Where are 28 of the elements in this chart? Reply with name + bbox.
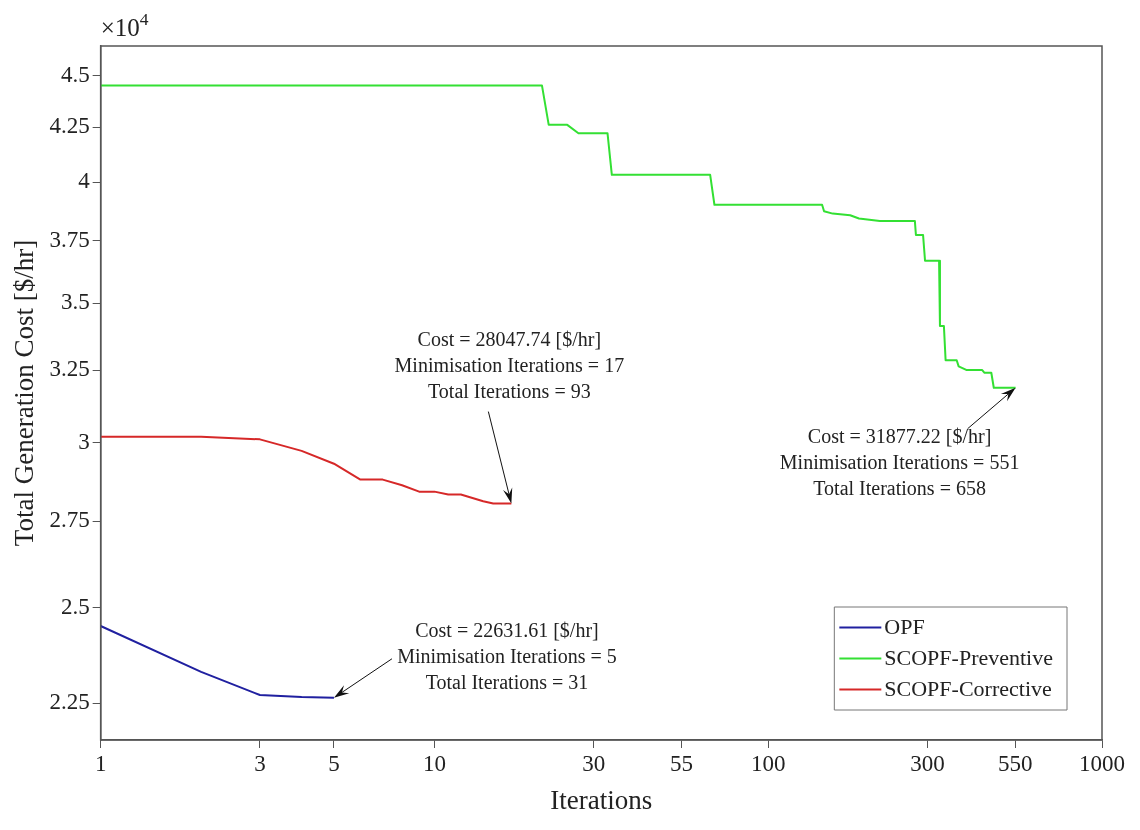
y-tick-label: 4.25: [49, 113, 90, 139]
y-tick-label: 4.5: [60, 61, 90, 87]
y-tick-label: 3.25: [49, 356, 90, 382]
y-tick-label: 2.25: [49, 689, 90, 715]
legend-label: OPF: [884, 614, 925, 640]
x-tick-label: 10: [422, 750, 446, 776]
annotation: Cost = 31877.22 [$/hr] Minimisation Iterations = 551 Total Iterations = 658: [779, 424, 1020, 499]
y-tick-label: 4: [78, 168, 91, 194]
x-axis-title: Iterations: [550, 784, 653, 815]
x-tick-label: 3: [254, 750, 266, 776]
x-tick-label: 55: [670, 750, 694, 776]
y-tick-label: 3: [78, 428, 90, 454]
x-tick-label: 1000: [1079, 750, 1125, 776]
x-tick-label: 5: [328, 750, 340, 776]
annotation: Cost = 28047.74 [$/hr] Minimisation Iterations = 17 Total Iterations = 93: [394, 327, 625, 402]
y-axis-title: Total Generation Cost [$/hr]: [9, 239, 40, 547]
y-tick-label: 3.75: [49, 226, 90, 252]
legend-label: SCOPF-Preventive: [884, 645, 1054, 671]
legend-label: SCOPF-Corrective: [884, 676, 1052, 702]
y-tick-label: 2.5: [60, 593, 90, 619]
x-tick-label: 300: [910, 750, 945, 776]
x-tick-label: 30: [582, 750, 606, 776]
x-tick-label: 1: [94, 750, 107, 776]
y-tick-label: 2.75: [49, 507, 90, 533]
y-tick-label: 3.5: [60, 289, 90, 315]
x-tick-label: 550: [998, 750, 1033, 776]
annotation: Cost = 22631.61 [$/hr] Minimisation Iterations = 5 Total Iterations = 31: [397, 618, 617, 693]
x-tick-label: 100: [750, 750, 786, 776]
